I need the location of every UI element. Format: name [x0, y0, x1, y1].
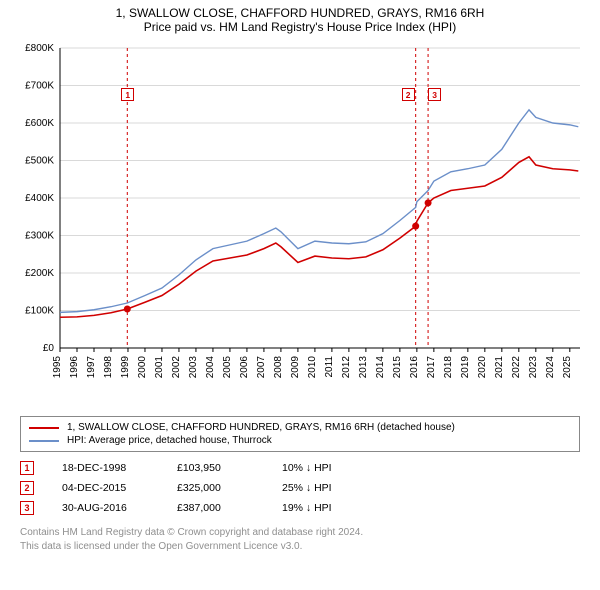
- svg-text:2003: 2003: [188, 356, 199, 379]
- svg-text:£500K: £500K: [25, 156, 54, 167]
- svg-text:2024: 2024: [545, 356, 556, 379]
- svg-text:1998: 1998: [103, 356, 114, 379]
- chart-marker-badge: 2: [402, 88, 415, 101]
- sale-diff: 19% ↓ HPI: [282, 502, 402, 514]
- svg-text:£100K: £100K: [25, 306, 54, 317]
- sale-date: 18-DEC-1998: [62, 462, 177, 474]
- legend-item: 1, SWALLOW CLOSE, CHAFFORD HUNDRED, GRAY…: [29, 421, 571, 434]
- title-line1: 1, SWALLOW CLOSE, CHAFFORD HUNDRED, GRAY…: [10, 6, 590, 20]
- chart-marker-badge: 3: [428, 88, 441, 101]
- svg-text:£0: £0: [43, 343, 55, 354]
- svg-text:2018: 2018: [443, 356, 454, 379]
- sale-badge: 3: [20, 501, 34, 515]
- sale-price: £103,950: [177, 462, 282, 474]
- sales-table: 1 18-DEC-1998£103,95010% ↓ HPI 2 04-DEC-201…: [20, 458, 580, 518]
- svg-text:2006: 2006: [239, 356, 250, 379]
- svg-text:2012: 2012: [341, 356, 352, 379]
- chart-marker-badge: 1: [121, 88, 134, 101]
- svg-text:2023: 2023: [528, 356, 539, 379]
- svg-text:1997: 1997: [86, 356, 97, 379]
- chart-title-block: 1, SWALLOW CLOSE, CHAFFORD HUNDRED, GRAY…: [0, 0, 600, 38]
- sale-badge: 1: [20, 461, 34, 475]
- sale-row: 1 18-DEC-1998£103,95010% ↓ HPI: [20, 458, 580, 478]
- sale-diff: 10% ↓ HPI: [282, 462, 402, 474]
- svg-text:£300K: £300K: [25, 231, 54, 242]
- sale-date: 30-AUG-2016: [62, 502, 177, 514]
- svg-text:2000: 2000: [137, 356, 148, 379]
- legend-swatch: [29, 440, 59, 442]
- svg-text:2001: 2001: [154, 356, 165, 379]
- svg-text:2005: 2005: [222, 356, 233, 379]
- sale-date: 04-DEC-2015: [62, 482, 177, 494]
- footer-line1: Contains HM Land Registry data © Crown c…: [20, 526, 580, 540]
- svg-text:2022: 2022: [511, 356, 522, 379]
- svg-text:2010: 2010: [307, 356, 318, 379]
- svg-text:1995: 1995: [52, 356, 63, 379]
- footer-attribution: Contains HM Land Registry data © Crown c…: [20, 526, 580, 553]
- svg-text:2004: 2004: [205, 356, 216, 379]
- price-chart-svg: £0 £100K £200K £300K £400K £500K £600K £700K £80…: [10, 38, 590, 408]
- svg-text:2025: 2025: [562, 356, 573, 379]
- chart-container: £0 £100K £200K £300K £400K £500K £600K £700K £80…: [10, 38, 590, 408]
- svg-text:2009: 2009: [290, 356, 301, 379]
- svg-text:2008: 2008: [273, 356, 284, 379]
- title-line2: Price paid vs. HM Land Registry's House …: [10, 20, 590, 34]
- svg-text:2013: 2013: [358, 356, 369, 379]
- svg-text:£700K: £700K: [25, 81, 54, 92]
- svg-text:£600K: £600K: [25, 118, 54, 129]
- sale-price: £387,000: [177, 502, 282, 514]
- sale-diff: 25% ↓ HPI: [282, 482, 402, 494]
- legend-swatch: [29, 427, 59, 429]
- svg-text:2015: 2015: [392, 356, 403, 379]
- svg-text:2002: 2002: [171, 356, 182, 379]
- sale-badge: 2: [20, 481, 34, 495]
- footer-line2: This data is licensed under the Open Gov…: [20, 540, 580, 554]
- svg-text:2007: 2007: [256, 356, 267, 379]
- legend: 1, SWALLOW CLOSE, CHAFFORD HUNDRED, GRAY…: [20, 416, 580, 452]
- svg-text:2021: 2021: [494, 356, 505, 379]
- svg-text:£200K: £200K: [25, 268, 54, 279]
- svg-text:2017: 2017: [426, 356, 437, 379]
- svg-text:£400K: £400K: [25, 193, 54, 204]
- legend-label: HPI: Average price, detached house, Thur…: [67, 435, 272, 446]
- svg-text:£800K: £800K: [25, 43, 54, 54]
- svg-text:2011: 2011: [324, 356, 335, 378]
- sale-row: 3 30-AUG-2016£387,00019% ↓ HPI: [20, 498, 580, 518]
- sale-row: 2 04-DEC-2015£325,00025% ↓ HPI: [20, 478, 580, 498]
- svg-text:1999: 1999: [120, 356, 131, 379]
- sale-price: £325,000: [177, 482, 282, 494]
- legend-item: HPI: Average price, detached house, Thur…: [29, 434, 571, 447]
- legend-label: 1, SWALLOW CLOSE, CHAFFORD HUNDRED, GRAY…: [67, 422, 455, 433]
- svg-text:2019: 2019: [460, 356, 471, 379]
- svg-text:2014: 2014: [375, 356, 386, 379]
- svg-text:1996: 1996: [69, 356, 80, 379]
- svg-text:2016: 2016: [409, 356, 420, 379]
- svg-text:2020: 2020: [477, 356, 488, 379]
